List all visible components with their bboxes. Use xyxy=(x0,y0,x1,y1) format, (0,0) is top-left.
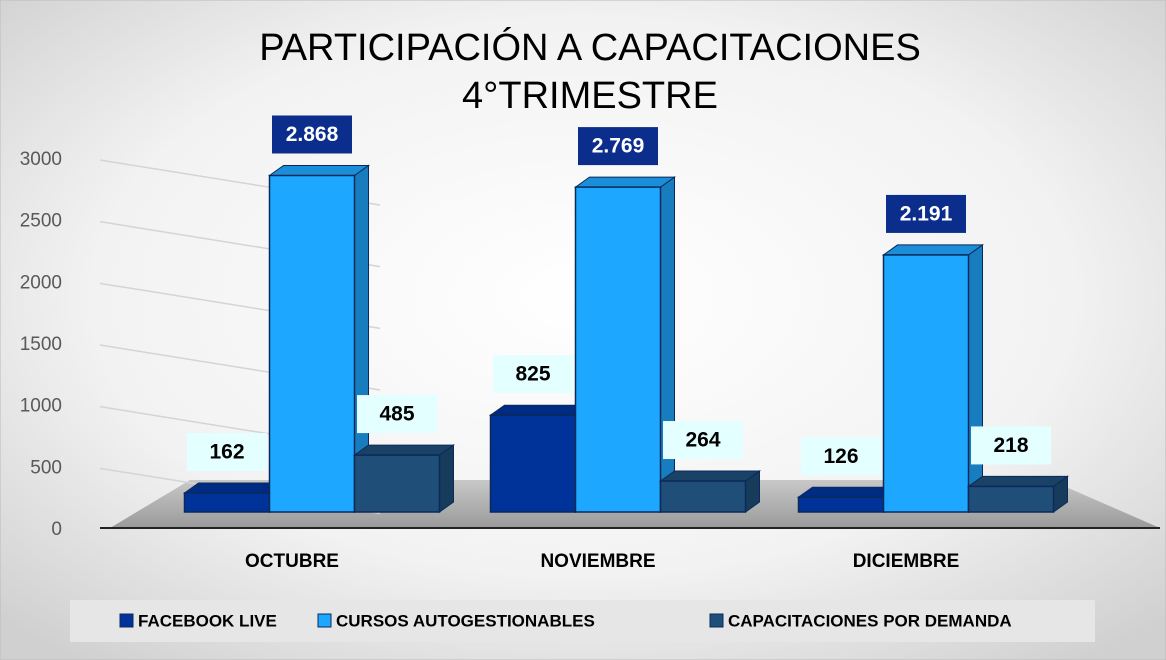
data-label-box xyxy=(801,437,881,476)
data-label-box xyxy=(578,127,658,166)
data-label: 264 xyxy=(685,429,720,452)
data-label: 2.191 xyxy=(900,202,953,225)
bar-top xyxy=(658,470,762,482)
data-label: 825 xyxy=(515,363,550,386)
data-label-box xyxy=(971,426,1051,465)
data-label-box xyxy=(357,395,437,434)
data-label: 2.769 xyxy=(592,135,645,158)
legend-label: FACEBOOK LIVE xyxy=(138,611,277,630)
bar xyxy=(882,254,970,513)
bar xyxy=(183,492,271,513)
data-label-box xyxy=(886,194,966,233)
y-tick-label: 1000 xyxy=(20,396,62,417)
y-tick-label: 2000 xyxy=(20,272,62,293)
data-label: 162 xyxy=(209,441,244,464)
data-label: 218 xyxy=(993,434,1028,457)
y-tick-label: 1500 xyxy=(20,334,62,355)
bar-top xyxy=(573,176,677,188)
legend-box xyxy=(70,600,1095,642)
x-tick-label: OCTUBRE xyxy=(245,551,339,572)
bar-top xyxy=(352,444,456,456)
bar xyxy=(797,496,885,513)
y-tick-label: 0 xyxy=(51,519,62,540)
data-label-box xyxy=(272,115,352,154)
chart-title: PARTICIPACIÓN A CAPACITACIONES xyxy=(259,26,921,69)
bar-top xyxy=(881,244,985,256)
data-label: 2.868 xyxy=(286,123,339,146)
bar xyxy=(353,454,441,513)
bar xyxy=(268,174,356,513)
bar-top xyxy=(488,404,592,416)
y-tick-label: 3000 xyxy=(20,149,62,170)
bar xyxy=(967,485,1055,513)
chart-title: 4°TRIMESTRE xyxy=(462,75,718,117)
bar xyxy=(489,414,577,513)
bar-top xyxy=(796,486,900,498)
data-label-box xyxy=(663,421,743,460)
bar-top xyxy=(966,475,1070,487)
x-tick-label: DICIEMBRE xyxy=(853,551,960,572)
legend-label: CURSOS AUTOGESTIONABLES xyxy=(336,611,595,630)
bar-top xyxy=(182,482,286,494)
y-tick-label: 2500 xyxy=(20,211,62,232)
bar xyxy=(574,186,662,513)
y-tick-label: 500 xyxy=(30,457,62,478)
bar-side xyxy=(660,176,675,513)
data-label-box xyxy=(187,432,267,471)
bar-side xyxy=(968,243,983,513)
legend-marker xyxy=(119,613,134,628)
legend-marker xyxy=(709,613,724,628)
bar-side xyxy=(439,444,454,513)
legend-marker xyxy=(317,613,332,628)
data-label: 126 xyxy=(823,445,858,468)
bar xyxy=(659,480,747,513)
legend-label: CAPACITACIONES POR DEMANDA xyxy=(728,611,1012,630)
x-tick-label: NOVIEMBRE xyxy=(540,551,655,572)
bar-top xyxy=(267,164,371,176)
data-label: 485 xyxy=(379,403,414,426)
data-label-box xyxy=(493,355,573,394)
